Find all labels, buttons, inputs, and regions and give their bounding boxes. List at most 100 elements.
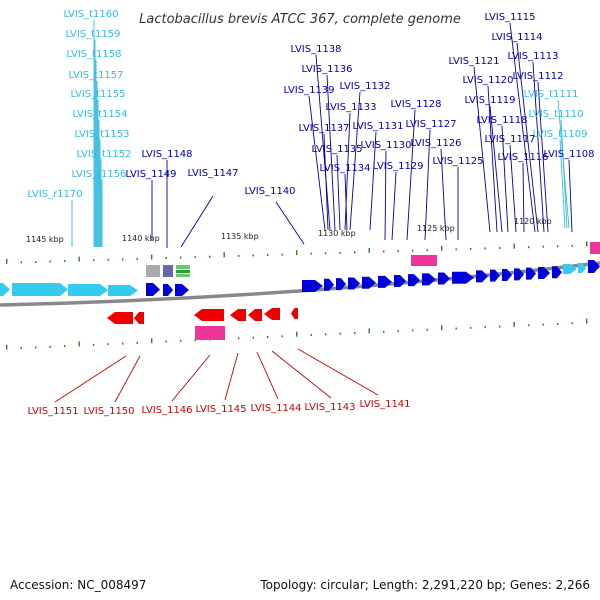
scale-tick xyxy=(571,322,573,325)
label-connector xyxy=(568,159,573,233)
scale-tick xyxy=(296,331,298,337)
label-connector xyxy=(349,91,361,231)
gene-label: LVIS_1125 xyxy=(432,156,483,167)
scale-tick xyxy=(136,341,138,344)
scale-tick xyxy=(513,321,515,327)
forward-gene-arrow xyxy=(538,267,550,280)
forward-gene-arrow xyxy=(175,284,189,296)
gene-label: LVIS_1127 xyxy=(405,119,456,130)
gene-label: LVIS_t1109 xyxy=(533,129,588,140)
scale-tick xyxy=(542,323,544,326)
gene-label: LVIS_1149 xyxy=(125,169,176,180)
scale-tick xyxy=(542,245,544,248)
label-connector xyxy=(406,109,416,241)
forward-gene-arrow xyxy=(302,280,323,292)
scale-tick xyxy=(20,261,22,264)
gene-label: LVIS_t1110 xyxy=(529,109,584,120)
gene-label: LVIS_r1170 xyxy=(27,189,82,200)
scale-tick xyxy=(368,328,370,334)
gene-label: LVIS_t1156 xyxy=(72,169,127,180)
feature-box xyxy=(146,265,160,277)
gene-label: LVIS_1136 xyxy=(301,64,352,75)
scale-tick xyxy=(354,251,356,254)
scale-tick xyxy=(339,332,341,335)
accession-text: Accession: NC_008497 xyxy=(10,578,147,592)
scale-tick xyxy=(180,256,182,259)
scale-tick xyxy=(412,329,414,332)
scale-tick xyxy=(252,254,254,257)
feature-track xyxy=(0,242,600,340)
scale-tick xyxy=(107,343,109,346)
kbp-tick-label: 1125 kbp xyxy=(417,224,455,233)
forward-gene-arrow xyxy=(452,271,474,284)
forward-gene-arrow xyxy=(490,269,500,282)
scale-tick xyxy=(557,322,559,325)
gene-label: LVIS_1116 xyxy=(497,152,548,163)
label-connector xyxy=(323,133,329,231)
rrna-block xyxy=(195,326,225,340)
scale-tick xyxy=(281,253,283,256)
forward-gene-arrow xyxy=(0,283,10,296)
scale-tick xyxy=(20,347,22,350)
scale-tick xyxy=(180,339,182,342)
kbp-tick-label: 1120 kbp xyxy=(514,217,552,226)
label-connector xyxy=(559,139,566,229)
label-connector xyxy=(308,95,326,231)
scale-tick xyxy=(586,241,588,247)
gene-label: LVIS_1121 xyxy=(448,56,499,67)
genome-summary: Topology: circular; Length: 2,291,220 bp… xyxy=(260,578,590,592)
scale-tick xyxy=(165,257,167,260)
feature-box xyxy=(163,265,173,277)
label-connector xyxy=(275,201,305,245)
scale-tick xyxy=(107,258,109,261)
gene-label: LVIS_t1111 xyxy=(524,89,579,100)
gene-label: LVIS_1141 xyxy=(359,399,410,410)
scale-tick xyxy=(194,339,196,342)
forward-gene-arrow xyxy=(348,277,360,290)
forward-gene-arrow xyxy=(526,267,536,280)
scale-tick xyxy=(397,330,399,333)
scale-tick xyxy=(339,251,341,254)
scale-tick xyxy=(455,327,457,330)
scale-tick xyxy=(455,248,457,251)
gene-label: LVIS_1113 xyxy=(507,51,558,62)
gene-label: LVIS_1135 xyxy=(311,144,362,155)
reverse-gene-arrow xyxy=(194,309,224,321)
scale-tick xyxy=(586,318,588,324)
forward-gene-arrow xyxy=(108,285,138,296)
label-connector xyxy=(501,125,509,233)
label-connector xyxy=(180,195,214,248)
scale-tick xyxy=(64,345,66,348)
rrna-block xyxy=(590,242,600,254)
forward-gene-arrow xyxy=(378,275,392,288)
map-title: Lactobacillus brevis ATCC 367, complete … xyxy=(139,12,461,27)
label-connectors xyxy=(54,20,573,403)
scale-tick xyxy=(78,256,80,262)
gene-label: LVIS_1144 xyxy=(250,403,301,414)
forward-gene-arrow xyxy=(362,276,376,289)
scale-tick xyxy=(267,335,269,338)
gene-label: LVIS_1131 xyxy=(352,121,403,132)
label-connector xyxy=(344,173,348,231)
reverse-gene-arrow xyxy=(107,312,133,324)
label-connector xyxy=(344,112,351,231)
label-connector xyxy=(532,61,545,233)
scale-tick xyxy=(412,249,414,252)
scale-tick xyxy=(6,344,8,350)
scale-tick xyxy=(223,252,225,258)
gene-label: LVIS_1130 xyxy=(360,140,411,151)
label-connector xyxy=(509,144,517,233)
kbp-tick-label: 1130 kbp xyxy=(318,229,356,238)
gene-label: LVIS_1137 xyxy=(298,123,349,134)
label-connector xyxy=(391,171,397,241)
forward-gene-arrow xyxy=(394,274,406,287)
label-connector xyxy=(54,355,127,403)
label-connector xyxy=(171,354,211,402)
scale-tick xyxy=(441,245,443,251)
label-connector xyxy=(336,154,341,231)
label-connector xyxy=(384,150,387,241)
gene-label: LVIS_t1160 xyxy=(64,9,119,20)
forward-gene-arrow xyxy=(336,278,346,291)
gene-label: LVIS_1119 xyxy=(464,95,515,106)
